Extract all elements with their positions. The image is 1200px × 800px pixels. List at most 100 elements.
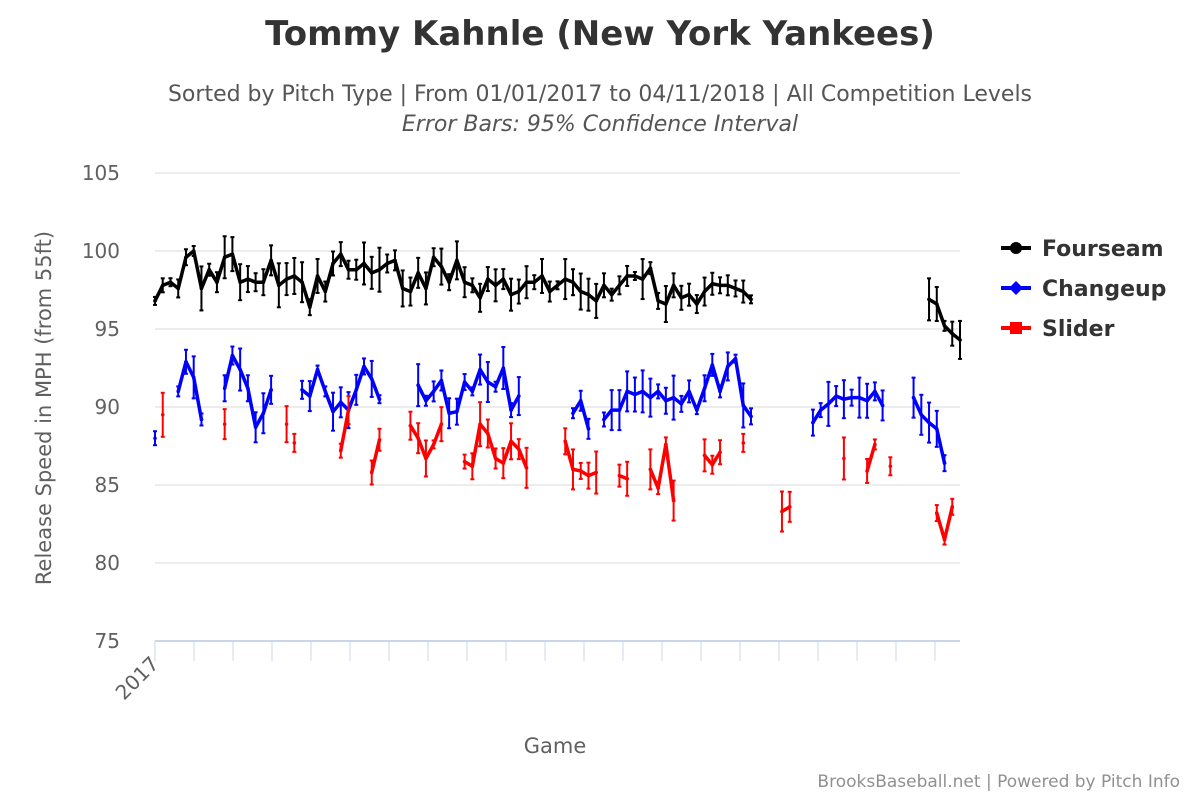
data-point — [486, 431, 490, 436]
data-point — [811, 420, 815, 425]
y-tick-label-85: 85 — [95, 473, 120, 497]
data-point — [447, 411, 451, 416]
data-point — [331, 409, 335, 414]
data-point — [176, 389, 181, 394]
data-point — [346, 408, 351, 412]
data-point — [509, 408, 513, 412]
data-point — [602, 417, 606, 422]
y-tick-label-80: 80 — [95, 551, 120, 575]
data-point — [385, 261, 390, 266]
data-point — [238, 280, 242, 285]
data-point — [284, 422, 289, 426]
data-point — [710, 462, 715, 467]
data-point — [664, 302, 668, 306]
series-fourseam — [153, 235, 962, 360]
data-point — [261, 280, 266, 285]
data-point — [501, 461, 506, 465]
series-line — [927, 297, 962, 342]
data-point — [362, 364, 366, 369]
data-point — [153, 436, 157, 441]
data-point — [671, 283, 676, 288]
data-point — [826, 402, 831, 406]
data-point — [424, 398, 428, 403]
data-point — [478, 422, 482, 426]
data-point — [486, 380, 490, 384]
y-tick-label-75: 75 — [95, 629, 120, 653]
data-point — [315, 367, 320, 372]
data-point — [284, 277, 289, 281]
data-point — [362, 261, 366, 266]
data-point — [617, 283, 622, 288]
data-point — [718, 450, 722, 455]
data-point — [640, 389, 645, 394]
data-point — [439, 378, 444, 383]
data-point — [431, 442, 436, 447]
series-line — [176, 360, 204, 422]
data-point — [207, 267, 211, 272]
y-tick-label-100: 100 — [82, 239, 120, 263]
legend-label: Fourseam — [1042, 237, 1164, 262]
data-point — [486, 277, 490, 281]
data-point — [787, 505, 792, 509]
data-point — [238, 367, 242, 372]
y-axis-title: Release Speed in MPH (from 55ft) — [32, 231, 56, 585]
data-point — [609, 408, 614, 412]
data-point — [563, 439, 568, 444]
data-point — [176, 286, 181, 291]
data-point — [478, 367, 482, 372]
data-point — [431, 255, 436, 260]
data-point — [346, 267, 351, 272]
data-point — [493, 384, 498, 389]
grid-lines — [155, 172, 960, 564]
data-point — [710, 363, 715, 367]
data-point — [478, 296, 482, 300]
data-point — [656, 299, 660, 303]
legend-item-changeup[interactable]: Changeup — [1001, 277, 1166, 302]
data-point — [253, 280, 258, 285]
data-point — [586, 292, 591, 297]
data-point — [369, 470, 374, 475]
data-point — [594, 299, 599, 303]
data-point — [656, 486, 660, 490]
chart-subtitle-error-bars: Error Bars: 95% Confidence Interval — [401, 112, 799, 137]
data-point — [687, 292, 691, 297]
data-point — [695, 408, 699, 412]
data-point — [230, 353, 235, 358]
data-point — [571, 280, 575, 285]
data-point — [578, 398, 583, 403]
data-point — [656, 389, 660, 394]
legend: Fourseam Changeup Slider — [1001, 237, 1166, 342]
y-tick-label-95: 95 — [95, 317, 120, 341]
data-point — [331, 261, 335, 266]
data-point — [687, 389, 691, 394]
data-point — [308, 394, 312, 398]
x-axis: 2017 — [111, 640, 960, 705]
x-axis-title: Game — [524, 734, 587, 758]
data-point — [377, 397, 382, 402]
data-point — [516, 289, 521, 294]
data-point — [277, 283, 281, 288]
legend-label: Changeup — [1042, 277, 1166, 302]
chart-credits[interactable]: BrooksBaseball.net | Powered by Pitch In… — [817, 772, 1180, 792]
data-point — [617, 408, 622, 412]
data-point — [958, 338, 962, 342]
data-point — [455, 258, 459, 263]
data-point — [873, 389, 877, 394]
y-tick-label-90: 90 — [95, 395, 120, 419]
data-point — [633, 392, 637, 397]
data-point — [571, 467, 575, 472]
data-point — [369, 377, 374, 381]
data-point — [509, 439, 513, 444]
chart-subtitle: Sorted by Pitch Type | From 01/01/2017 t… — [167, 82, 1033, 107]
series-line — [865, 442, 877, 473]
data-point — [578, 289, 583, 294]
data-point — [516, 447, 521, 451]
data-point — [934, 511, 939, 515]
data-point — [462, 459, 467, 464]
data-point — [609, 292, 614, 297]
data-point — [509, 292, 513, 297]
legend-item-slider[interactable]: Slider — [1001, 317, 1115, 342]
data-point — [462, 380, 467, 384]
legend-item-fourseam[interactable]: Fourseam — [1001, 237, 1164, 262]
